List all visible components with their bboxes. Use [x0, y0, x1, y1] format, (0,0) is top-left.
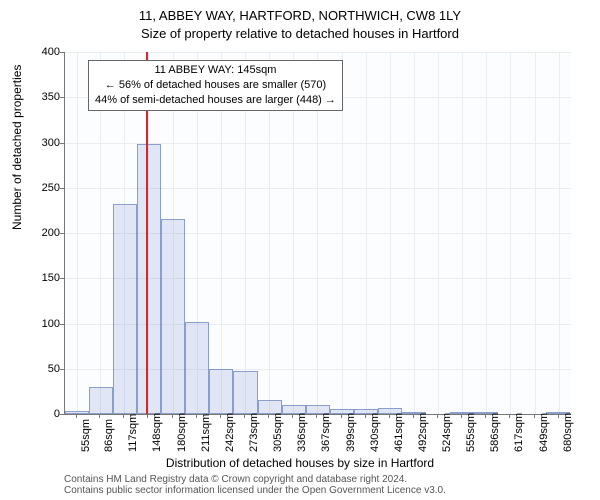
x-tick-label: 180sqm [176, 413, 188, 452]
y-tick-label: 250 [20, 182, 60, 194]
x-tick [196, 414, 197, 418]
x-tick-label: 148sqm [151, 413, 163, 452]
footer-line-1: Contains HM Land Registry data © Crown c… [64, 474, 446, 485]
y-tick-label: 150 [20, 272, 60, 284]
x-tick [509, 414, 510, 418]
x-tick-label: 555sqm [465, 413, 477, 452]
x-tick-label: 86sqm [103, 419, 115, 452]
histogram-bar [89, 387, 113, 414]
y-tick [60, 188, 64, 189]
x-tick-label: 430sqm [369, 413, 381, 452]
y-tick [60, 278, 64, 279]
x-tick [292, 414, 293, 418]
gridline-vertical [438, 52, 439, 414]
gridline-vertical [77, 52, 78, 414]
annotation-line: 44% of semi-detached houses are larger (… [95, 93, 336, 108]
gridline-vertical [390, 52, 391, 414]
footer-copyright: Contains HM Land Registry data © Crown c… [64, 474, 446, 496]
gridline-vertical [462, 52, 463, 414]
x-tick-label: 492sqm [417, 413, 429, 452]
address-title: 11, ABBEY WAY, HARTFORD, NORTHWICH, CW8 … [0, 8, 600, 23]
y-tick [60, 324, 64, 325]
x-tick-label: 336sqm [296, 413, 308, 452]
gridline-vertical [414, 52, 415, 414]
gridline-vertical [366, 52, 367, 414]
y-tick [60, 414, 64, 415]
x-tick [365, 414, 366, 418]
histogram-bar [209, 369, 233, 414]
gridline-vertical [510, 52, 511, 414]
annotation-line: ← 56% of detached houses are smaller (57… [95, 78, 336, 93]
x-tick [485, 414, 486, 418]
y-tick [60, 233, 64, 234]
histogram-bar [161, 219, 185, 414]
y-tick [60, 143, 64, 144]
y-tick-label: 50 [20, 363, 60, 375]
histogram-bar [185, 322, 209, 414]
annotation-line: 11 ABBEY WAY: 145sqm [95, 63, 336, 78]
x-tick [534, 414, 535, 418]
histogram-bar [137, 144, 161, 414]
y-tick-label: 350 [20, 91, 60, 103]
x-tick [316, 414, 317, 418]
footer-line-2: Contains public sector information licen… [64, 485, 446, 496]
x-tick-label: 211sqm [200, 414, 212, 452]
y-tick-label: 200 [20, 227, 60, 239]
y-tick [60, 52, 64, 53]
x-tick-label: 617sqm [513, 413, 525, 452]
x-tick [123, 414, 124, 418]
x-tick-label: 680sqm [562, 413, 574, 452]
x-tick [172, 414, 173, 418]
x-tick-label: 649sqm [538, 413, 550, 452]
x-tick [341, 414, 342, 418]
chart-subtitle: Size of property relative to detached ho… [0, 26, 600, 41]
gridline-vertical [535, 52, 536, 414]
x-tick-label: 242sqm [224, 413, 236, 452]
x-tick-label: 273sqm [248, 413, 260, 452]
x-tick-label: 399sqm [345, 413, 357, 452]
gridline-vertical [486, 52, 487, 414]
x-tick [244, 414, 245, 418]
x-tick-label: 117sqm [127, 414, 139, 452]
x-tick [76, 414, 77, 418]
x-tick-label: 367sqm [320, 413, 332, 452]
x-tick-label: 524sqm [441, 413, 453, 452]
x-tick-label: 586sqm [489, 413, 501, 452]
x-axis-label: Distribution of detached houses by size … [0, 456, 600, 470]
y-tick-label: 400 [20, 46, 60, 58]
x-tick [413, 414, 414, 418]
y-tick [60, 97, 64, 98]
histogram-bar [113, 204, 137, 414]
histogram-bar [65, 411, 89, 414]
x-tick [147, 414, 148, 418]
x-tick [99, 414, 100, 418]
x-tick-label: 55sqm [80, 419, 92, 452]
gridline-vertical [559, 52, 560, 414]
x-tick-label: 305sqm [272, 413, 284, 452]
x-tick [558, 414, 559, 418]
y-tick-label: 300 [20, 137, 60, 149]
y-tick-label: 0 [20, 408, 60, 420]
x-tick [437, 414, 438, 418]
histogram-bar [233, 371, 257, 414]
x-tick [268, 414, 269, 418]
x-tick [220, 414, 221, 418]
y-tick [60, 369, 64, 370]
x-tick [389, 414, 390, 418]
x-tick [461, 414, 462, 418]
x-tick-label: 461sqm [393, 413, 405, 452]
annotation-box: 11 ABBEY WAY: 145sqm← 56% of detached ho… [88, 60, 343, 111]
chart-container: 11, ABBEY WAY, HARTFORD, NORTHWICH, CW8 … [0, 0, 600, 500]
y-tick-label: 100 [20, 318, 60, 330]
